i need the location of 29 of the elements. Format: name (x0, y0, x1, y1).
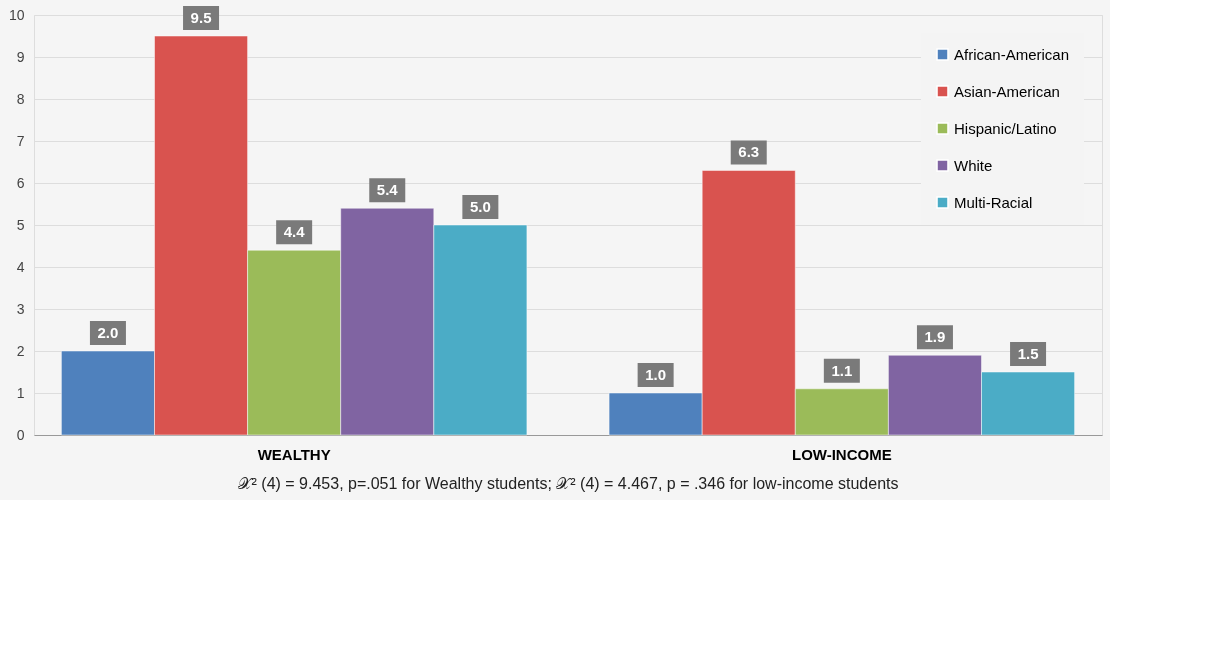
data-label: 2.0 (97, 324, 119, 341)
legend-label: White (954, 156, 993, 174)
data-label: 1.5 (1017, 345, 1039, 362)
x-tick-label: WEALTHY (257, 445, 331, 463)
y-tick-label: 1 (16, 384, 25, 401)
data-label: 6.3 (738, 143, 760, 161)
y-tick-label: 6 (16, 174, 25, 191)
y-tick-label: 4 (16, 258, 25, 275)
data-label: 4.4 (283, 223, 306, 241)
data-label: 9.5 (190, 9, 212, 26)
text: 𝒳² (4) = 9.453, p=.051 for Wealthy students; 𝒳² (4) = 4.467, p = .346 for low-income students (237, 475, 899, 492)
y-tick-label: 10 (8, 6, 25, 23)
y-tick-label: 9 (16, 48, 25, 65)
data-label: 1.9 (924, 328, 946, 346)
y-tick-label: 5 (16, 216, 25, 233)
y-tick-label: 8 (16, 90, 25, 107)
data-label: 1.0 (645, 366, 667, 383)
y-tick-label: 3 (16, 300, 25, 317)
y-tick-label: 7 (16, 132, 25, 149)
legend-label: Hispanic/Latino (954, 119, 1057, 137)
data-label: 5.4 (376, 181, 399, 199)
data-label: 5.0 (469, 198, 491, 215)
y-tick-label: 2 (16, 342, 25, 359)
y-tick-label: 0 (16, 426, 25, 443)
legend-label: Multi-Racial (954, 193, 1033, 211)
x-tick-label: LOW-INCOME (792, 445, 892, 463)
data-label: 1.1 (831, 361, 853, 379)
legend-label: African-American (954, 45, 1070, 63)
legend-label: Asian-American (954, 82, 1060, 100)
